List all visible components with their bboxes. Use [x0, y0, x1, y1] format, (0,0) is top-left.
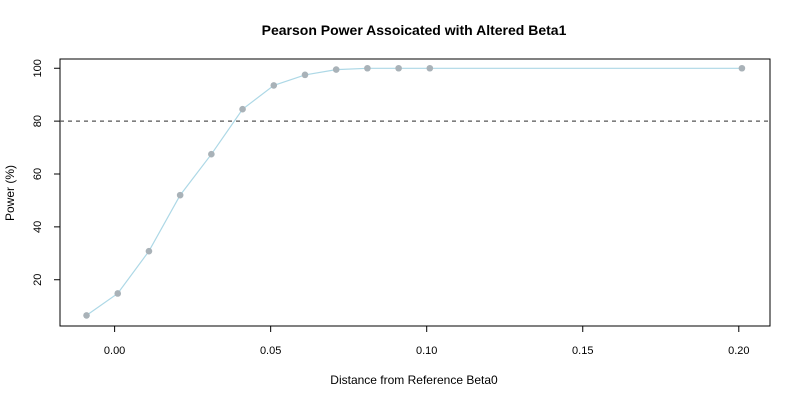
data-point — [145, 247, 153, 255]
chart-title: Pearson Power Assoicated with Altered Be… — [262, 22, 567, 38]
data-point — [395, 64, 402, 72]
x-tick-label: 0.10 — [416, 345, 437, 357]
data-point — [239, 105, 246, 113]
data-point — [301, 71, 309, 79]
series-line — [86, 67, 742, 316]
x-axis-label: Distance from Reference Beta0 — [330, 373, 498, 387]
data-point — [332, 66, 340, 73]
y-tick-label: 80 — [32, 115, 44, 127]
y-tick-label: 40 — [32, 221, 44, 233]
x-tick-label: 0.20 — [728, 345, 749, 357]
x-axis: 0.00 0.05 0.10 0.15 0.20 — [104, 325, 750, 357]
data-point — [83, 312, 90, 319]
plot-frame — [59, 58, 771, 327]
data-point — [176, 191, 184, 199]
x-tick-label: 0.15 — [572, 345, 593, 357]
series-layer — [83, 64, 746, 319]
y-tick-label: 20 — [32, 274, 44, 286]
data-point — [208, 150, 215, 158]
data-point — [738, 64, 746, 72]
data-point — [426, 64, 434, 72]
data-point — [364, 64, 371, 72]
x-tick-label: 0.05 — [260, 345, 281, 357]
y-axis: 20 40 60 80 100 — [32, 59, 61, 286]
y-tick-label: 100 — [32, 59, 44, 77]
y-axis-label: Power (%) — [3, 165, 17, 221]
x-tick-label: 0.00 — [104, 345, 125, 357]
y-tick-label: 60 — [32, 168, 44, 180]
data-point — [114, 290, 122, 297]
data-point — [270, 82, 278, 89]
